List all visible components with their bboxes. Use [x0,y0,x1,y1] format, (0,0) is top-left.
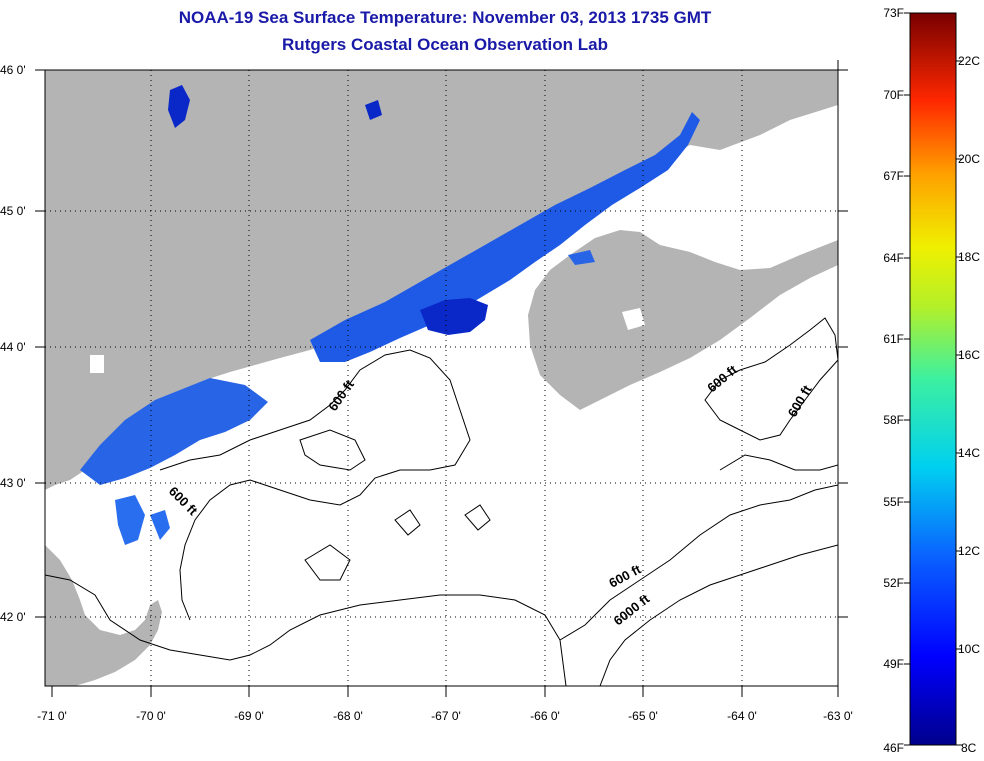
lon-label: -67 0' [431,709,461,723]
depth-contours [45,317,838,686]
colorbar-f-label: 46F [883,741,904,755]
colorbar-c-label: 14C [958,446,980,460]
colorbar-f-label: 49F [883,657,904,671]
land-massachusetts [45,545,162,686]
colorbar-c-label: 22C [958,54,980,68]
land-nova-scotia [528,230,838,410]
colorbar-f-label: 67F [883,169,904,183]
graticule [45,70,838,686]
sst-maine-coast [80,378,268,485]
colorbar-c-label: 18C [958,250,980,264]
lon-label: -71 0' [37,709,67,723]
lat-label: 44 0' [0,340,26,354]
colorbar: 73F 70F 67F 64F 61F 58F 55F 52F 49F 46F … [883,6,980,755]
lon-label: -64 0' [727,709,757,723]
lon-label: -70 0' [136,709,166,723]
colorbar-f-label: 61F [883,332,904,346]
map-title: NOAA-19 Sea Surface Temperature: Novembe… [178,8,712,27]
colorbar-f-label: 58F [883,413,904,427]
lon-label: -69 0' [234,709,264,723]
axis-ticks [35,60,848,697]
lon-label: -66 0' [530,709,560,723]
map-subtitle: Rutgers Coastal Ocean Observation Lab [282,35,608,54]
colorbar-c-label: 8C [961,741,977,755]
lat-label: 43 0' [0,476,26,490]
map-area: 600 ft 600 ft 600 ft 600 ft 600 ft 6000 … [45,70,838,686]
lon-label: -68 0' [333,709,363,723]
lon-label: -65 0' [628,709,658,723]
lon-label: -63 0' [823,709,853,723]
colorbar-c-label: 12C [958,544,980,558]
lat-label: 46 0' [0,63,26,77]
colorbar-c-label: 10C [958,642,980,656]
lat-label: 42 0' [0,610,26,624]
colorbar-c-label: 16C [958,348,980,362]
sst-fundy [310,112,700,362]
sst-passamaquoddy [420,298,488,335]
colorbar-c-label: 20C [958,152,980,166]
colorbar-f-label: 55F [883,495,904,509]
colorbar-f-label: 70F [883,88,904,102]
lat-label: 45 0' [0,204,26,218]
colorbar-f-label: 73F [883,6,904,20]
colorbar-f-label: 64F [883,251,904,265]
colorbar-f-label: 52F [883,576,904,590]
